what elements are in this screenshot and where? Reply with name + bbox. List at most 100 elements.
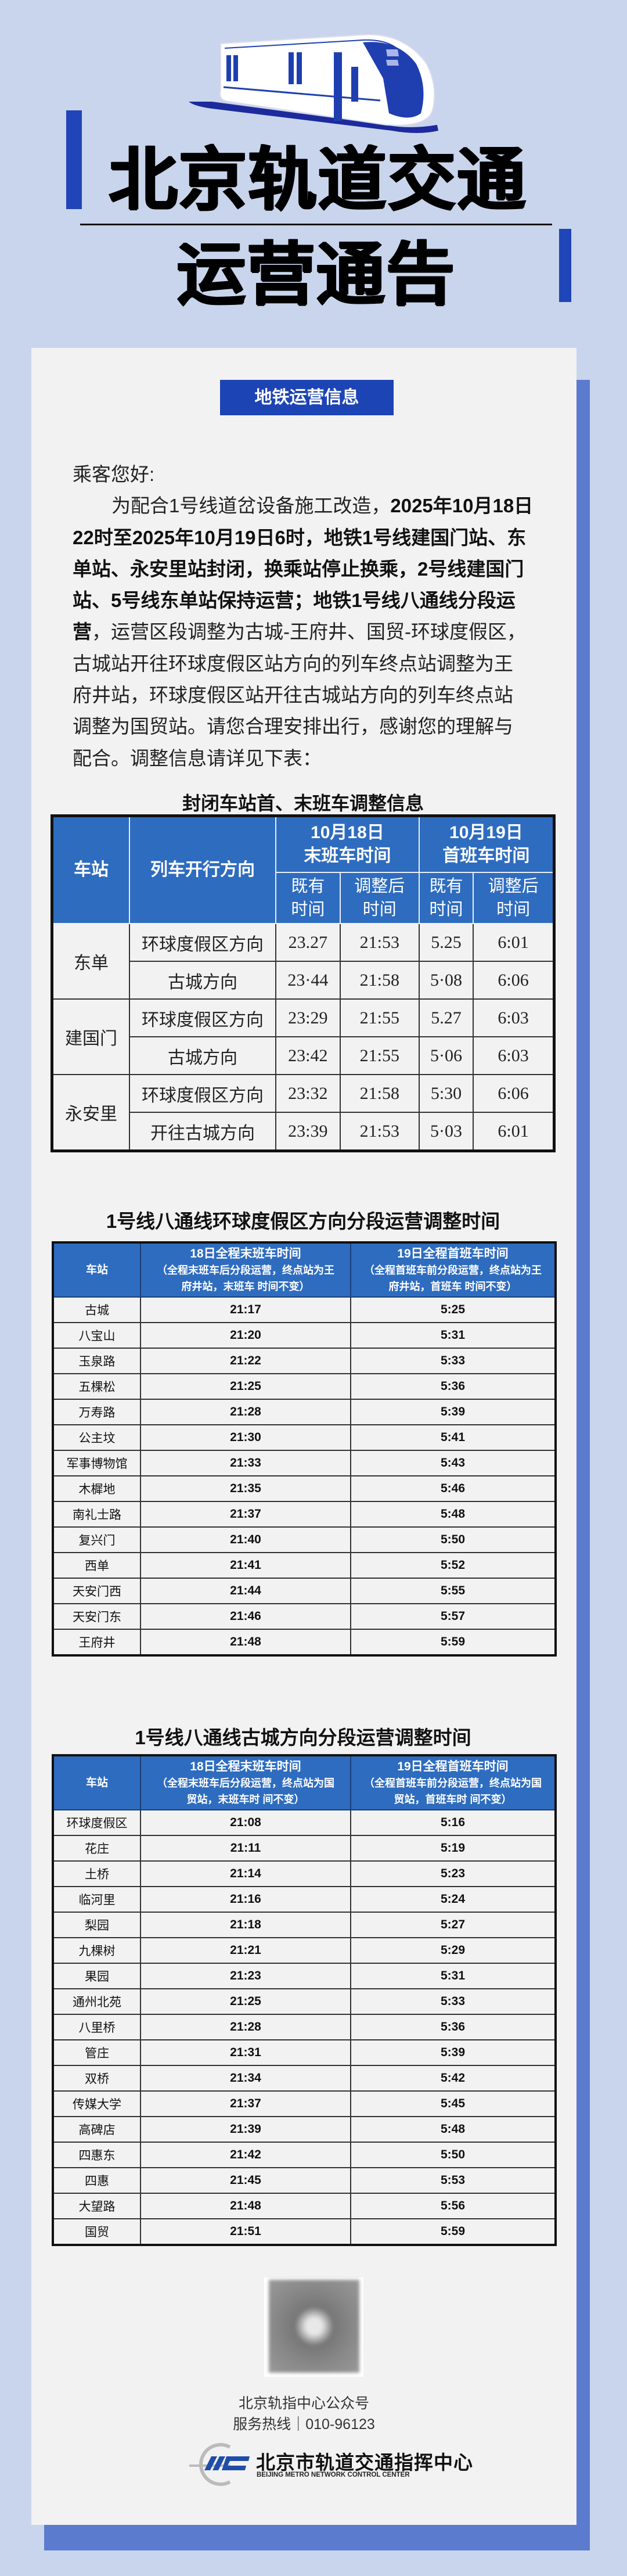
first-orig-cell: 5.27 — [418, 998, 474, 1037]
header-last-train: 18日全程末班车时间 （全程末班车后分段运营，终点站为王 府井站，末班车 时间不… — [140, 1242, 351, 1298]
qr-code[interactable] — [264, 2277, 363, 2377]
logo-text-en: BEIJING METRO NETWORK CONTROL CENTER — [257, 2471, 410, 2478]
table-row: 建国门 环球度假区方向 23:29 21:55 5.27 6:03 — [51, 998, 555, 1075]
direction-cell: 环球度假区方向 — [129, 923, 276, 962]
table-row: 东单 环球度假区方向 23.27 21:53 5.25 6:01 — [51, 923, 555, 1000]
station-cell: 五棵松 — [52, 1373, 141, 1400]
header-last-note1: （全程末班车后分段运营，终点站为王 — [157, 1264, 334, 1276]
last-train-cell: 21:44 — [140, 1578, 351, 1604]
last-adj-cell: 21:58 — [339, 961, 420, 1000]
station-cell: 万寿路 — [52, 1399, 141, 1425]
table-row: 天安门东 21:46 5:57 — [52, 1603, 556, 1630]
last-train-cell: 21:20 — [140, 1322, 351, 1349]
station-cell: 四惠东 — [52, 2142, 141, 2168]
last-adj-cell: 21:53 — [339, 923, 420, 962]
station-cell: 土桥 — [52, 1860, 141, 1887]
header-first-main: 19日全程首班车时间 — [397, 1759, 509, 1773]
last-train-cell: 21:35 — [140, 1475, 351, 1502]
last-train-cell: 21:41 — [140, 1552, 351, 1579]
page-title-line1: 北京轨道交通 — [109, 142, 527, 218]
last-train-cell: 21:45 — [140, 2167, 351, 2194]
station-cell: 西单 — [52, 1552, 141, 1579]
last-train-cell: 21:42 — [140, 2142, 351, 2168]
notice-bold-text: 22时至2025年10月19日6时，地铁1号线建国门站、东 — [73, 526, 527, 548]
header-direction: 列车开行方向 — [129, 815, 276, 924]
first-train-cell: 5:27 — [350, 1912, 556, 1938]
last-train-cell: 21:25 — [140, 1373, 351, 1400]
last-orig-cell: 23.27 — [275, 923, 341, 962]
first-orig-cell: 5·03 — [418, 1112, 474, 1152]
first-train-cell: 5:56 — [350, 2193, 556, 2219]
last-train-cell: 21:16 — [140, 1886, 351, 1913]
first-train-cell: 5:33 — [350, 1348, 556, 1374]
table-row: 复兴门 21:40 5:50 — [52, 1526, 556, 1553]
header-first-train: 19日全程首班车时间 （全程首班车前分段运营，终点站为王 府井站，首班车 时间不… — [350, 1242, 556, 1298]
first-train-cell: 5:41 — [350, 1424, 556, 1451]
station-cell: 军事博物馆 — [52, 1450, 141, 1476]
station-cell: 管庄 — [52, 2039, 141, 2066]
station-cell: 传媒大学 — [52, 2090, 141, 2117]
table-row: 四惠东 21:42 5:50 — [52, 2142, 556, 2168]
notice-bold-text: 单站、永安里站封闭，换乘站停止换乘，2号线建国门 — [73, 558, 524, 580]
first-train-cell: 5:46 — [350, 1475, 556, 1502]
last-train-cell: 21:21 — [140, 1937, 351, 1964]
table-row: 果园 21:23 5:31 — [52, 1963, 556, 1989]
last-train-cell: 21:40 — [140, 1526, 351, 1553]
station-cell: 果园 — [52, 1963, 141, 1989]
station-cell: 木樨地 — [52, 1475, 141, 1502]
table-row: 四惠 21:45 5:53 — [52, 2167, 556, 2194]
last-train-cell: 21:37 — [140, 2090, 351, 2117]
first-adj-cell: 6:03 — [473, 998, 555, 1037]
table-row: 军事博物馆 21:33 5:43 — [52, 1450, 556, 1476]
first-train-cell: 5:31 — [350, 1322, 556, 1349]
last-orig-cell: 23:32 — [275, 1074, 341, 1113]
logo-emblem-icon — [189, 2443, 250, 2486]
first-train-cell: 5:53 — [350, 2167, 556, 2194]
last-train-cell: 21:37 — [140, 1501, 351, 1528]
organization-logo: 北京市轨道交通指挥中心 BEIJING METRO NETWORK CONTRO… — [189, 2442, 473, 2486]
station-cell: 九棵树 — [52, 1937, 141, 1964]
first-train-cell: 5:39 — [350, 1399, 556, 1425]
notice-text-segment: ，运营区段调整为古城-王府井、国贸-环球度假区， — [92, 621, 526, 643]
station-cell: 梨园 — [52, 1912, 141, 1938]
table-row: 大望路 21:48 5:56 — [52, 2193, 556, 2219]
notice-bold-text: 2025年10月18日 — [390, 495, 534, 517]
first-adj-cell: 6:06 — [473, 961, 555, 1000]
last-train-cell: 21:17 — [140, 1296, 351, 1323]
last-train-cell: 21:39 — [140, 2116, 351, 2143]
first-train-cell: 5:45 — [350, 2090, 556, 2117]
table2-title: 1号线八通线环球度假区方向分段运营调整时间 — [106, 1210, 500, 1232]
first-train-cell: 5:43 — [350, 1450, 556, 1476]
header-first-orig: 既有 时间 — [418, 872, 474, 924]
first-orig-cell: 5:30 — [418, 1074, 474, 1113]
notice-text-segment: 乘客您好: — [73, 464, 155, 485]
notice-line: 府井站，环球度假区站开往古城站方向的列车终点站 — [73, 680, 554, 711]
last-train-cell: 21:31 — [140, 2039, 351, 2066]
first-train-cell: 5:59 — [350, 2218, 556, 2246]
station-cell: 国贸 — [52, 2218, 141, 2246]
station-cell: 花庄 — [52, 1835, 141, 1862]
table-row: 古城方向 23·44 21:58 5·08 6:06 — [52, 961, 555, 1000]
subway-train-icon — [189, 34, 438, 133]
last-adj-cell: 21:58 — [339, 1074, 420, 1113]
first-train-cell: 5:48 — [350, 1501, 556, 1528]
first-train-cell: 5:19 — [350, 1835, 556, 1862]
first-orig-cell: 5·06 — [418, 1036, 474, 1075]
last-train-cell: 21:28 — [140, 1399, 351, 1425]
table1-title: 封闭车站首、末班车调整信息 — [182, 793, 424, 814]
notice-text: 乘客您好: 为配合1号线道岔设备施工改造，2025年10月18日 22时至2025年… — [73, 459, 554, 774]
first-adj-cell: 6:06 — [473, 1074, 555, 1113]
first-train-cell: 5:31 — [350, 1963, 556, 1989]
first-train-cell: 5:48 — [350, 2116, 556, 2143]
table-row: 临河里 21:16 5:24 — [52, 1886, 556, 1913]
table-row: 九棵树 21:21 5:29 — [52, 1937, 556, 1964]
first-train-cell: 5:55 — [350, 1578, 556, 1604]
last-train-cell: 21:08 — [140, 1809, 351, 1836]
direction-cell: 开往古城方向 — [129, 1112, 276, 1152]
first-train-cell: 5:36 — [350, 1373, 556, 1400]
header-last-note2: 贸站，末班车时 间不变） — [186, 1793, 305, 1805]
header-first-adj: 调整后 时间 — [473, 872, 555, 924]
hotline-text: 服务热线｜010-96123 — [233, 2416, 375, 2433]
table-row: 古城方向 23:42 21:55 5·06 6:03 — [52, 1036, 555, 1075]
notice-line: 营，运营区段调整为古城-王府井、国贸-环球度假区， — [73, 616, 554, 648]
